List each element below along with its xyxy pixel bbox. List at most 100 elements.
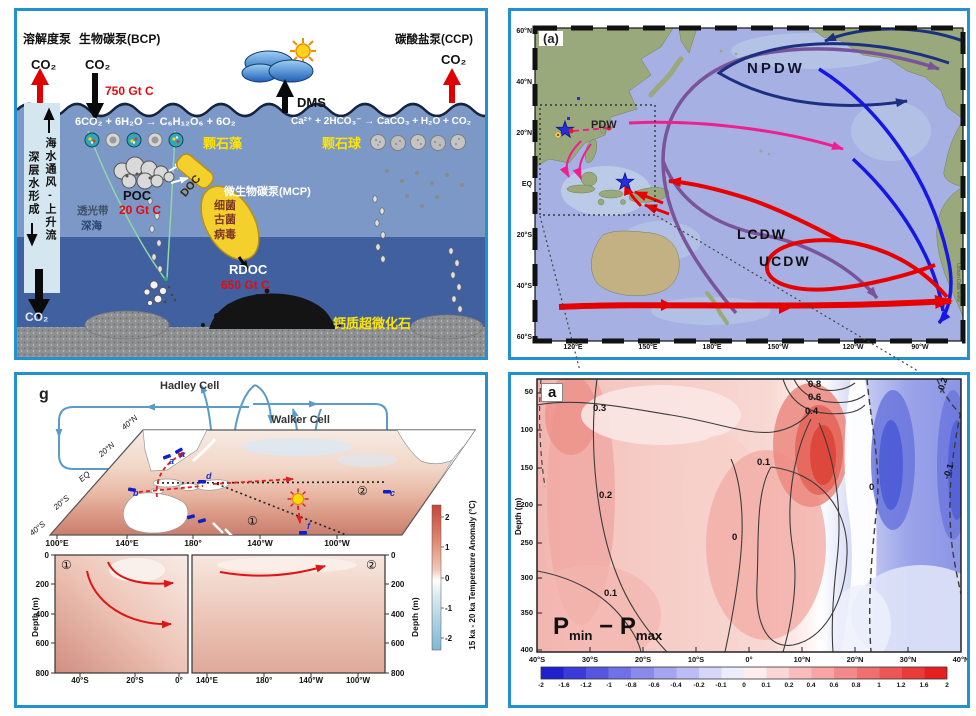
xtick-120e: 120°E bbox=[563, 344, 583, 351]
borneo bbox=[580, 171, 598, 187]
s-depth-r0: 0 bbox=[391, 551, 396, 560]
anomaly-blobs bbox=[537, 379, 961, 652]
cb4-tick-10: 0.1 bbox=[761, 682, 771, 689]
coccolithophore-cells bbox=[84, 132, 184, 148]
sinking-particles bbox=[147, 195, 463, 313]
contour-lines bbox=[537, 379, 961, 652]
p4-ytick-300: 300 bbox=[520, 573, 533, 582]
temp-colorbar bbox=[431, 504, 442, 651]
lcdw-label: LCDW bbox=[737, 226, 787, 242]
dms-label: DMS bbox=[297, 95, 326, 110]
cb3-tick-0: 0 bbox=[445, 574, 450, 583]
central-america bbox=[943, 120, 963, 188]
inset-box bbox=[539, 104, 656, 216]
s-depth-200: 200 bbox=[35, 580, 49, 589]
ytick-60s: 60°S bbox=[516, 334, 532, 341]
cb4-tick-13: 0.6 bbox=[829, 682, 839, 689]
contour-graphic bbox=[536, 378, 962, 680]
japan bbox=[648, 56, 684, 98]
site-d-label: d bbox=[206, 471, 212, 481]
formula-p2: P bbox=[619, 613, 636, 640]
cb4-tick-18: 2 bbox=[945, 682, 949, 689]
bcp-label: 生物碳泵(BCP) bbox=[79, 32, 161, 46]
xtick-120w: 120°W bbox=[842, 344, 864, 351]
yellow-ring-site bbox=[554, 131, 562, 139]
contour-02: 0.2 bbox=[599, 490, 613, 501]
cb4-tick-6: -0.4 bbox=[670, 682, 682, 689]
xtick-90w: 90°W bbox=[911, 344, 929, 351]
xtick-150e: 150°E bbox=[638, 344, 658, 351]
contour-0b: 0 bbox=[869, 482, 875, 493]
p4-ytick-350: 350 bbox=[520, 608, 533, 617]
contour-04: 0.4 bbox=[805, 406, 819, 417]
north-america bbox=[810, 28, 963, 120]
rdoc-label: RDOC bbox=[229, 262, 268, 277]
p4-xtick-30s: 30°S bbox=[581, 655, 599, 664]
s-depth-0: 0 bbox=[44, 551, 49, 560]
panel-circulation-cells: g Hadley Cell Walker Cell 40°N 20°N EQ 2… bbox=[14, 372, 488, 708]
contour-06: 0.6 bbox=[808, 392, 822, 403]
s1-xtick-0: 0° bbox=[175, 676, 183, 685]
red-arrow-ng-1 bbox=[634, 190, 664, 205]
s-depth-r400: 400 bbox=[391, 610, 405, 619]
cb4-tick-0: -2 bbox=[538, 682, 544, 689]
odv-credit: Ocean Data View bbox=[955, 263, 961, 302]
kamchatka bbox=[678, 28, 698, 54]
sun-icon bbox=[287, 488, 309, 510]
cb3-tick-2: 2 bbox=[445, 513, 450, 522]
p4-ytick-400: 400 bbox=[520, 645, 533, 654]
cb3-tick-m2: -2 bbox=[445, 634, 453, 643]
s-depth-600: 600 bbox=[35, 639, 49, 648]
co2-ccp-label: CO₂ bbox=[441, 52, 467, 67]
photic-zone-label: 透光带 bbox=[77, 205, 109, 217]
dms-arrow bbox=[276, 79, 294, 113]
pmin-pmax-formula: Pmin − Pmax bbox=[553, 615, 662, 642]
coccolithophore-label: 颗石藻 bbox=[203, 136, 243, 151]
contour-08: 0.8 bbox=[808, 379, 822, 390]
formula-p1: P bbox=[553, 613, 570, 640]
ytick-40s: 40°S bbox=[516, 283, 532, 290]
hawaii bbox=[759, 149, 763, 153]
s-depth-400: 400 bbox=[35, 610, 49, 619]
red-dot bbox=[568, 128, 574, 134]
p4-xtick-30n: 30°N bbox=[899, 655, 917, 664]
co2-deep-label: CO₂ bbox=[25, 310, 49, 324]
hadley-cell-label: Hadley Cell bbox=[160, 380, 220, 392]
xtick-150w: 150°W bbox=[767, 344, 789, 351]
navy-loop bbox=[716, 42, 950, 108]
blue-dot bbox=[577, 97, 580, 100]
site-markers bbox=[127, 447, 391, 535]
formula-minus: − bbox=[599, 613, 614, 640]
ytick-40n: 40°N bbox=[516, 79, 532, 86]
p4-xtick-20s: 20°S bbox=[634, 655, 652, 664]
s2-xtick-140e: 140°E bbox=[196, 676, 218, 685]
p4-xtick-10n: 10°N bbox=[793, 655, 811, 664]
p4-xtick-20n: 20°N bbox=[846, 655, 864, 664]
section-axis-ticks bbox=[51, 554, 389, 677]
solubility-pump-label: 溶解度泵 bbox=[23, 32, 72, 46]
s-depth-r800: 800 bbox=[391, 669, 405, 678]
rdoc-arrow bbox=[237, 256, 250, 271]
cb4-tick-11: 0.2 bbox=[784, 682, 794, 689]
cb4-tick-14: 0.8 bbox=[851, 682, 861, 689]
p4-depth-label: Depth (m) bbox=[514, 497, 523, 535]
ytick-20n: 20°N bbox=[516, 130, 532, 137]
microbes-label: 细菌古菌病毒 bbox=[214, 200, 236, 241]
pressure-colorbar bbox=[540, 666, 948, 680]
s-depth-r600: 600 bbox=[391, 639, 405, 648]
ytick-60n: 60°N bbox=[516, 28, 532, 35]
pacific-map-graphic bbox=[532, 25, 966, 344]
microbial-pump-blob bbox=[200, 185, 260, 261]
navy-top bbox=[824, 28, 963, 43]
south-america bbox=[936, 186, 963, 318]
walker-cell-label: Walker Cell bbox=[271, 414, 330, 426]
s2-xtick-180: 180° bbox=[255, 676, 273, 685]
map-xtick-100e: 100°E bbox=[45, 538, 69, 548]
carbon-pump-graphic bbox=[17, 38, 485, 357]
black-carbon-mound bbox=[201, 288, 342, 329]
section-2-mark: ② bbox=[366, 558, 377, 572]
sediment-mound-right bbox=[410, 314, 484, 340]
photosynthesis-equation: 6CO₂ + 6H₂O → C₆H₁₂O₆ + 6O₂ bbox=[75, 116, 236, 128]
cb4-tick-4: -0.8 bbox=[625, 682, 637, 689]
depth-axis-label-left: Depth (m) bbox=[30, 597, 40, 637]
